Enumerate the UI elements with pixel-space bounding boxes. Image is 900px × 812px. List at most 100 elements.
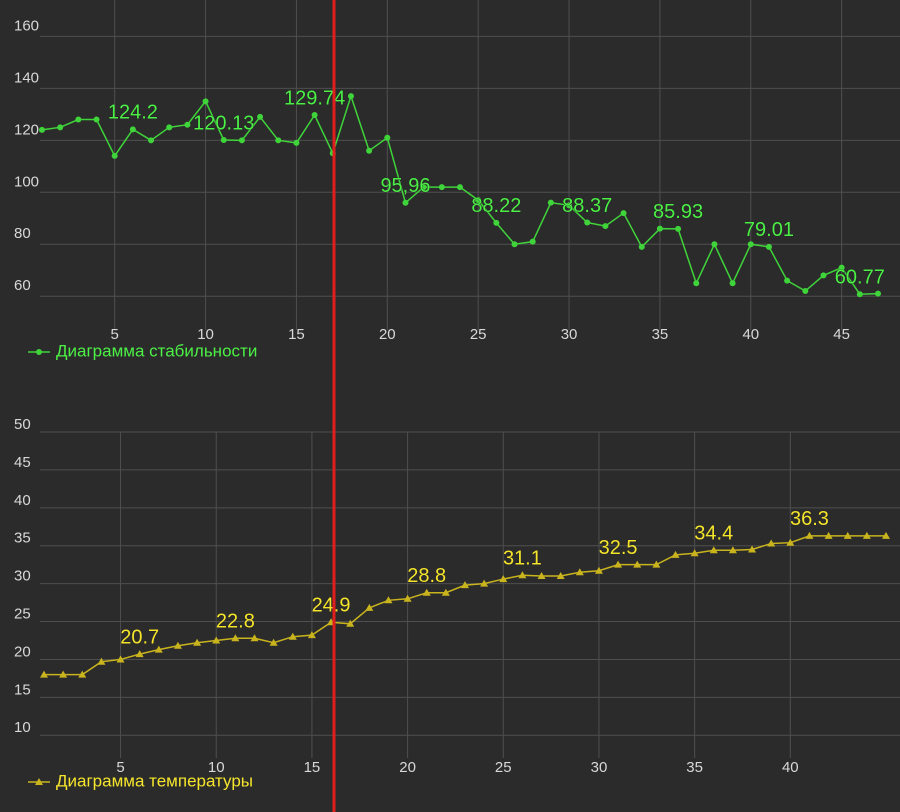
x-tick-label: 15 [304, 759, 321, 776]
point [638, 243, 645, 250]
point [40, 670, 48, 678]
point [584, 219, 591, 226]
point [556, 572, 565, 580]
y-tick-label: 45 [14, 454, 31, 471]
data-label: 124.2 [108, 102, 158, 124]
point [767, 539, 776, 547]
point [620, 210, 627, 217]
y-tick-label: 30 [14, 568, 31, 585]
y-tick-label: 120 [14, 121, 39, 138]
point [293, 139, 300, 146]
point [843, 531, 852, 539]
data-label: 129.74 [284, 87, 345, 109]
point [193, 638, 202, 646]
point [422, 588, 431, 596]
point [747, 241, 754, 248]
point [518, 571, 527, 579]
data-label: 34.4 [694, 523, 733, 545]
x-tick-label: 30 [561, 326, 578, 343]
y-tick-label: 160 [14, 17, 39, 34]
data-label: 36.3 [790, 508, 829, 530]
point [288, 632, 297, 640]
point [784, 277, 791, 284]
point [875, 290, 881, 297]
point [173, 641, 182, 649]
data-label: 32.5 [599, 537, 638, 559]
y-tick-label: 15 [14, 681, 31, 698]
point [856, 291, 863, 298]
point [129, 126, 136, 133]
point [441, 588, 450, 596]
point [257, 113, 264, 120]
point [547, 199, 554, 206]
point [75, 116, 82, 123]
point [39, 126, 45, 133]
point [493, 219, 500, 226]
legend-label: Диаграмма температуры [56, 771, 253, 790]
point [709, 546, 718, 554]
data-label: 22.8 [216, 610, 255, 632]
point [148, 137, 155, 144]
point [35, 778, 43, 785]
point [36, 349, 42, 355]
point [882, 531, 890, 539]
point [805, 531, 814, 539]
x-tick-label: 30 [591, 759, 608, 776]
point [602, 223, 609, 230]
x-tick-label: 45 [833, 326, 850, 343]
point [220, 136, 227, 143]
point [786, 538, 795, 546]
y-tick-label: 35 [14, 530, 31, 547]
data-label: 120.13 [193, 112, 254, 134]
y-tick-label: 50 [14, 416, 31, 433]
y-tick-label: 40 [14, 492, 31, 509]
point [116, 655, 125, 663]
y-tick-label: 100 [14, 173, 39, 190]
point [614, 560, 623, 568]
point [403, 594, 412, 602]
point [529, 238, 536, 245]
point [802, 288, 809, 295]
point [238, 137, 245, 144]
point [275, 137, 282, 144]
x-tick-label: 25 [470, 326, 487, 343]
point [384, 134, 391, 141]
point [365, 603, 374, 611]
y-tick-label: 80 [14, 225, 31, 242]
point [511, 241, 518, 248]
point [475, 197, 482, 204]
point [457, 184, 463, 191]
point [438, 184, 445, 191]
data-label: 60.77 [835, 267, 885, 289]
data-label: 88.22 [471, 195, 521, 217]
point [366, 147, 373, 154]
point [212, 636, 221, 644]
point [202, 98, 209, 105]
point [111, 152, 118, 159]
x-tick-label: 5 [111, 326, 119, 343]
x-tick-label: 35 [652, 326, 669, 343]
x-tick-label: 10 [208, 759, 225, 776]
point [269, 638, 278, 646]
point [97, 657, 106, 665]
y-tick-label: 60 [14, 277, 31, 294]
y-tick-label: 10 [14, 719, 31, 736]
point [166, 124, 173, 131]
point [690, 549, 699, 557]
point [693, 280, 700, 287]
point [184, 121, 191, 128]
y-tick-label: 25 [14, 606, 31, 623]
data-label: 31.1 [503, 548, 542, 570]
point [566, 202, 573, 209]
point [838, 264, 845, 271]
data-label: 20.7 [120, 626, 159, 648]
point [728, 546, 737, 554]
data-label: 79.01 [744, 219, 794, 241]
point [824, 531, 833, 539]
point [656, 225, 663, 232]
point [765, 243, 772, 250]
point [384, 596, 393, 604]
point [59, 670, 68, 678]
point [862, 531, 871, 539]
